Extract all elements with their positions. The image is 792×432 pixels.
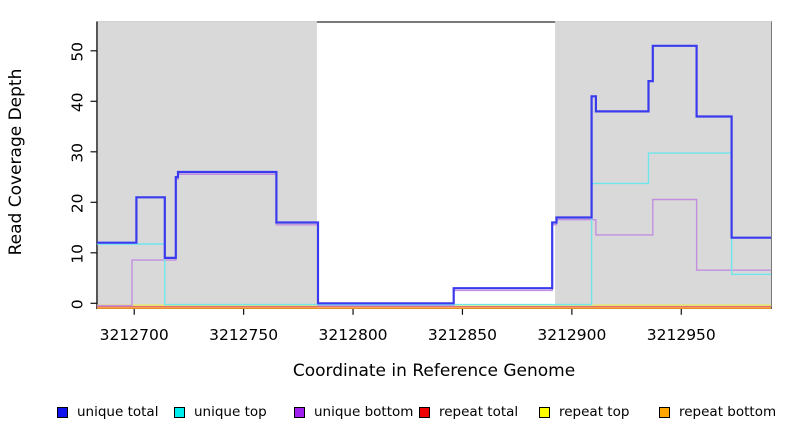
legend-swatch-unique-top	[174, 406, 185, 418]
x-tick-label: 3212800	[319, 326, 388, 344]
y-tick-label: 0	[69, 299, 87, 309]
x-axis-title: Coordinate in Reference Genome	[293, 361, 575, 381]
y-tick-label: 20	[69, 193, 87, 213]
y-tick-label: 50	[69, 42, 87, 62]
x-tick-label: 3212700	[100, 326, 169, 344]
legend: unique total unique top unique bottom repea…	[0, 403, 792, 425]
legend-swatch-unique-total	[57, 406, 68, 418]
legend-item-unique-top: unique top	[174, 403, 267, 421]
legend-swatch-repeat-top	[539, 406, 550, 418]
x-tick-label: 3212750	[209, 326, 278, 344]
shaded-region	[555, 21, 771, 308]
axes-layer: 3212700 3212750 3212800 3212850 3212900 32129…	[68, 22, 772, 344]
legend-item-repeat-total: repeat total	[419, 403, 518, 421]
y-tick-label: 40	[69, 92, 87, 112]
y-axis-title: Read Coverage Depth	[6, 69, 26, 256]
y-tick-label: 30	[69, 143, 87, 163]
legend-swatch-unique-bottom	[294, 406, 305, 418]
legend-item-unique-bottom: unique bottom	[294, 403, 413, 421]
legend-label: repeat bottom	[679, 404, 777, 420]
x-tick-label: 3212850	[428, 326, 497, 344]
legend-item-repeat-top: repeat top	[539, 403, 629, 421]
legend-swatch-repeat-bottom	[659, 406, 670, 418]
y-tick-label: 10	[68, 244, 86, 264]
legend-item-repeat-bottom: repeat bottom	[659, 403, 776, 421]
legend-label: unique bottom	[314, 404, 414, 420]
plot-background-layer	[96, 21, 772, 309]
x-tick-label: 3212900	[537, 326, 606, 344]
legend-item-unique-total: unique total	[57, 403, 158, 421]
x-tick-label: 3212950	[647, 326, 716, 344]
legend-label: unique total	[77, 404, 159, 420]
shaded-region	[97, 21, 317, 308]
legend-label: repeat top	[559, 404, 630, 420]
series-line-unique-total	[97, 44, 771, 305]
legend-swatch-repeat-total	[419, 406, 430, 418]
legend-label: repeat total	[439, 404, 519, 420]
legend-label: unique top	[194, 404, 267, 420]
series-layer	[97, 44, 771, 309]
